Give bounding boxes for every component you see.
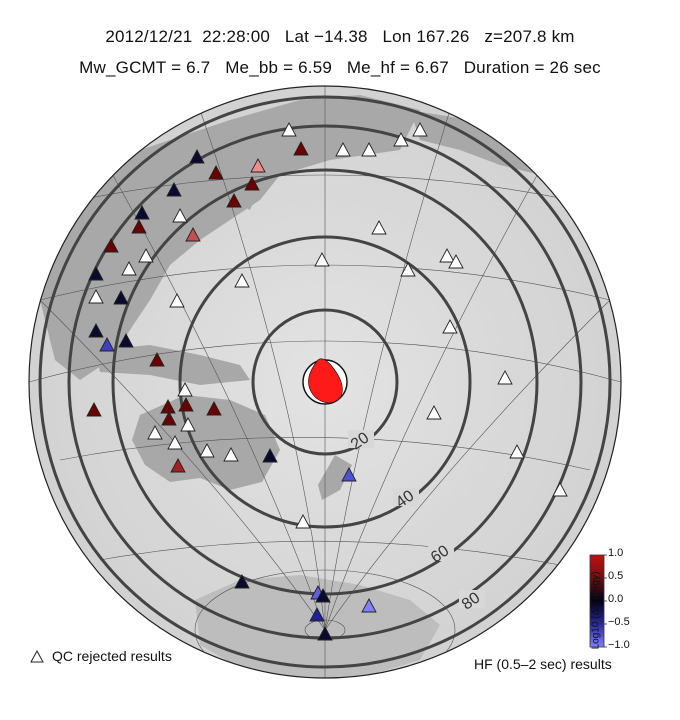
station-marker [509, 444, 525, 459]
station-marker [293, 141, 309, 156]
station-marker [185, 227, 201, 242]
station-marker [88, 289, 104, 304]
station-marker [448, 254, 464, 269]
landmass-indonesia [95, 345, 250, 385]
colorbar-tick-0: 0.0 [608, 593, 624, 605]
station-marker [172, 208, 188, 223]
station-marker [134, 205, 150, 220]
station-marker [121, 261, 137, 276]
landmass-japan [232, 140, 268, 210]
header-line-1: 2012/12/21 22:28:00 Lat −14.38 Lon 167.2… [0, 27, 680, 47]
landmass-antarctica [195, 575, 440, 678]
station-marker [226, 193, 242, 208]
open-triangle-icon [30, 650, 44, 663]
station-marker [180, 417, 196, 432]
station-marker [262, 448, 278, 463]
station-marker [281, 122, 297, 137]
station-marker [341, 467, 357, 482]
station-marker [88, 266, 104, 281]
station-marker [169, 293, 185, 308]
focal-mechanism-beachball [302, 358, 348, 405]
station-marker [86, 402, 102, 417]
station-marker [295, 514, 311, 529]
station-marker [103, 238, 119, 253]
station-marker [208, 165, 224, 180]
ring-10 [251, 308, 399, 456]
qc-legend: QC rejected results [30, 648, 172, 664]
me-hf: Me_hf = 6.67 [346, 58, 449, 77]
header-line-2: Mw_GCMT = 6.7 Me_bb = 6.59 Me_hf = 6.67 … [0, 58, 680, 78]
ring-20 [178, 235, 472, 529]
station-marker [177, 382, 193, 397]
station-marker [335, 142, 351, 157]
event-time: 22:28:00 [202, 27, 271, 46]
station-marker [393, 132, 409, 147]
colorbar-tick-1: 1.0 [608, 547, 624, 559]
ring-80 [38, 95, 612, 669]
landmass-alaska [410, 110, 540, 175]
station-marker [400, 262, 416, 277]
station-marker [99, 337, 115, 352]
station-marker [178, 397, 194, 412]
qc-legend-label: QC rejected results [52, 648, 172, 664]
duration: Duration = 26 sec [463, 58, 601, 77]
station-marker [314, 252, 330, 267]
colorbar-ticks [604, 554, 607, 648]
station-marker [309, 607, 325, 622]
station-marker [412, 122, 428, 137]
station-marker [167, 435, 183, 450]
station-marker [199, 443, 215, 458]
station-marker [361, 142, 377, 157]
mw-gcmt: Mw_GCMT = 6.7 [79, 58, 211, 77]
colorbar-tick-05: 0.5 [608, 570, 624, 582]
event-lon: Lon 167.26 [382, 27, 470, 46]
station-marker [166, 182, 182, 197]
station-marker [161, 411, 177, 426]
station-marker [442, 319, 458, 334]
station-marker [439, 248, 455, 263]
station-marker [113, 290, 129, 305]
hf-legend-label: HF (0.5–2 sec) results [474, 656, 612, 672]
station-marker [118, 333, 134, 348]
station-marker [361, 598, 377, 613]
station-marker [234, 574, 250, 589]
colorbar-tick-neg1: −1.0 [608, 639, 630, 651]
colorbar-title: Log10 (Δ Energy) [590, 571, 602, 650]
station-marker [244, 176, 260, 191]
station-marker [170, 458, 186, 473]
station-marker [497, 370, 513, 385]
station-marker [138, 248, 154, 263]
station-marker [426, 405, 442, 420]
station-marker [131, 219, 147, 234]
station-marker [552, 482, 568, 497]
station-markers [86, 122, 568, 641]
event-date: 2012/12/21 [105, 27, 193, 46]
landmass-asia [40, 95, 420, 380]
station-marker [88, 323, 104, 338]
station-marker [147, 425, 163, 440]
station-marker [149, 352, 165, 367]
station-marker [317, 626, 333, 641]
me-bb: Me_bb = 6.59 [225, 58, 333, 77]
event-depth: z=207.8 km [484, 27, 575, 46]
station-marker [234, 273, 250, 288]
station-marker [206, 401, 222, 416]
globe-border [28, 85, 622, 679]
station-marker [223, 447, 239, 462]
landmass-new-zealand [318, 455, 352, 500]
colorbar-tick-neg05: −0.5 [608, 616, 630, 628]
ring-labels: 20 40 60 80 [348, 429, 485, 614]
station-marker [371, 220, 387, 235]
station-marker [189, 149, 205, 164]
event-lat: Lat −14.38 [284, 27, 368, 46]
station-marker [315, 588, 331, 603]
station-marker [250, 158, 266, 173]
